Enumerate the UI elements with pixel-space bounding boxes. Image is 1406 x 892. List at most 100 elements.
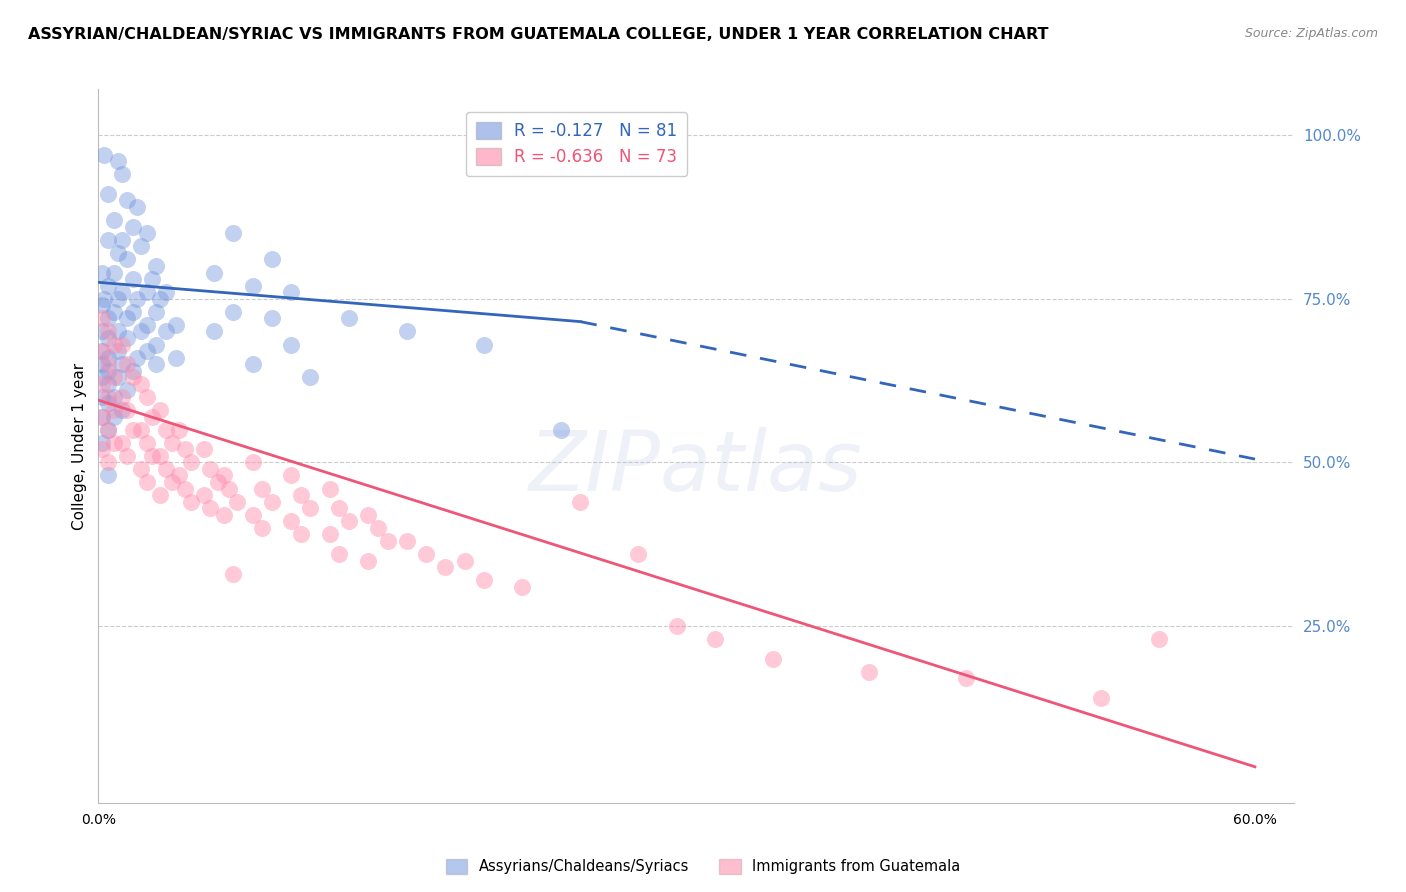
- Point: [103, 435, 125, 450]
- Point: [149, 403, 172, 417]
- Point: [107, 245, 129, 260]
- Point: [222, 226, 245, 240]
- Point: [97, 233, 120, 247]
- Point: [280, 514, 302, 528]
- Point: [260, 252, 283, 267]
- Point: [202, 325, 225, 339]
- Point: [145, 357, 167, 371]
- Point: [145, 305, 167, 319]
- Point: [97, 423, 120, 437]
- Point: [357, 553, 380, 567]
- Point: [174, 442, 197, 457]
- Point: [129, 462, 152, 476]
- Point: [550, 423, 572, 437]
- Point: [193, 488, 215, 502]
- Point: [117, 331, 139, 345]
- Point: [129, 239, 152, 253]
- Point: [169, 423, 191, 437]
- Point: [512, 580, 534, 594]
- Point: [242, 278, 264, 293]
- Point: [91, 376, 114, 391]
- Point: [110, 403, 132, 417]
- Point: [160, 435, 183, 450]
- Point: [91, 357, 114, 371]
- Point: [117, 403, 139, 417]
- Point: [569, 494, 592, 508]
- Point: [193, 442, 215, 457]
- Point: [97, 357, 120, 371]
- Point: [155, 462, 177, 476]
- Legend: R = -0.127   N = 81, R = -0.636   N = 73: R = -0.127 N = 81, R = -0.636 N = 73: [465, 112, 688, 177]
- Point: [117, 449, 139, 463]
- Point: [125, 200, 148, 214]
- Point: [207, 475, 229, 489]
- Point: [103, 403, 125, 417]
- Point: [762, 652, 785, 666]
- Point: [260, 494, 283, 508]
- Point: [155, 423, 177, 437]
- Point: [91, 435, 114, 450]
- Point: [91, 325, 114, 339]
- Point: [103, 337, 125, 351]
- Point: [107, 325, 129, 339]
- Point: [125, 351, 148, 365]
- Point: [180, 494, 202, 508]
- Point: [135, 390, 157, 404]
- Point: [357, 508, 380, 522]
- Point: [97, 468, 120, 483]
- Point: [122, 370, 145, 384]
- Point: [97, 351, 120, 365]
- Point: [103, 390, 125, 404]
- Point: [107, 344, 129, 359]
- Point: [110, 285, 132, 300]
- Point: [103, 213, 125, 227]
- Point: [155, 285, 177, 300]
- Point: [169, 468, 191, 483]
- Point: [155, 325, 177, 339]
- Point: [200, 462, 222, 476]
- Point: [434, 560, 457, 574]
- Point: [242, 357, 264, 371]
- Point: [472, 573, 495, 587]
- Point: [107, 154, 129, 169]
- Point: [97, 278, 120, 293]
- Point: [222, 566, 245, 581]
- Point: [319, 482, 342, 496]
- Point: [110, 233, 132, 247]
- Point: [165, 351, 187, 365]
- Point: [328, 501, 350, 516]
- Point: [242, 455, 264, 469]
- Point: [160, 475, 183, 489]
- Point: [91, 311, 114, 326]
- Point: [149, 449, 172, 463]
- Point: [212, 508, 235, 522]
- Point: [704, 632, 727, 647]
- Point: [110, 337, 132, 351]
- Point: [299, 370, 322, 384]
- Point: [141, 449, 163, 463]
- Point: [91, 442, 114, 457]
- Point: [107, 292, 129, 306]
- Point: [472, 337, 495, 351]
- Point: [110, 357, 132, 371]
- Point: [280, 468, 302, 483]
- Point: [97, 186, 120, 201]
- Point: [117, 311, 139, 326]
- Point: [165, 318, 187, 332]
- Point: [149, 488, 172, 502]
- Point: [242, 508, 264, 522]
- Point: [110, 167, 132, 181]
- Point: [117, 384, 139, 398]
- Point: [319, 527, 342, 541]
- Point: [222, 305, 245, 319]
- Point: [129, 325, 152, 339]
- Point: [337, 311, 360, 326]
- Point: [97, 331, 120, 345]
- Point: [135, 226, 157, 240]
- Point: [290, 488, 312, 502]
- Point: [103, 266, 125, 280]
- Point: [97, 325, 120, 339]
- Text: ZIPatlas: ZIPatlas: [529, 427, 863, 508]
- Point: [97, 423, 120, 437]
- Point: [174, 482, 197, 496]
